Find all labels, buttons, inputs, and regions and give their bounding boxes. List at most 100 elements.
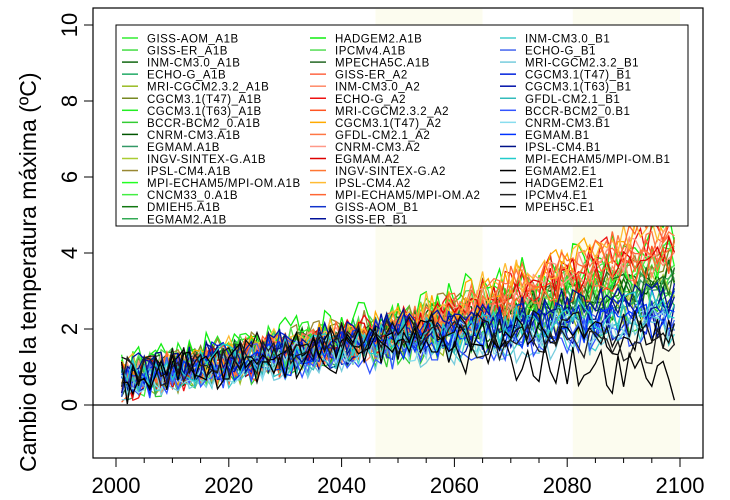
legend-item: GISS-AOM_A1B [122, 34, 239, 46]
legend-label: EGMAM.B1 [525, 130, 590, 142]
legend-item: CGCM3.1(T47)_A1B [122, 94, 262, 106]
legend-item: IPSL-CM4.B1 [500, 142, 601, 154]
legend-label: GFDL-CM2.1_B1 [525, 94, 620, 106]
legend-item: IPSL-CM4.A1B [122, 166, 231, 178]
legend-label: CGCM3.1(T63)_B1 [525, 82, 632, 94]
legend-item: ECHO-G_A2 [310, 94, 406, 106]
legend: GISS-AOM_A1BGISS-ER_A1BINM-CM3.0_A1BECHO… [115, 24, 689, 227]
series-line [121, 316, 676, 396]
y-tick-label: 4 [57, 247, 82, 259]
legend-item: INM-CM3.0_B1 [500, 34, 610, 46]
legend-item: HADGEM2.A1B [310, 34, 422, 46]
legend-label: HADGEM2.E1 [525, 178, 604, 190]
legend-label: GISS-AOM_B1 [335, 202, 418, 214]
legend-item: INGV-SINTEX-G.A2 [310, 166, 445, 178]
legend-item: EGMAM2.E1 [500, 166, 596, 178]
legend-label: CNRM-CM3.A2 [335, 142, 420, 154]
legend-item: MRI-CGCM2.3.2_B1 [500, 58, 639, 70]
legend-item: MPEH5C.E1 [500, 202, 595, 214]
series-line [121, 289, 675, 394]
legend-item: GISS-ER_B1 [310, 214, 408, 226]
legend-item: GFDL-CM2.1_B1 [500, 94, 620, 106]
legend-label: GISS-ER_B1 [335, 214, 408, 226]
legend-label: GFDL-CM2.1_A2 [335, 130, 430, 142]
legend-item: EGMAM.A1B [122, 142, 219, 154]
legend-item: GISS-ER_A2 [310, 70, 408, 82]
legend-item: HADGEM2.E1 [500, 178, 604, 190]
x-tick-label: 2000 [92, 473, 141, 498]
legend-label: IPCMv4.A1B [335, 46, 406, 58]
legend-label: GISS-AOM_A1B [147, 34, 239, 46]
series-line [120, 325, 676, 405]
x-tick-label: 2040 [317, 473, 366, 498]
legend-item: MPI-ECHAM5/MPI-OM.A2 [310, 190, 480, 202]
legend-item: MPI-ECHAM5/MPI-OM.A1B [122, 178, 301, 190]
legend-item: MPECHA5C.A1B [310, 58, 430, 70]
legend-label: MRI-CGCM2.3.2_A1B [147, 82, 269, 94]
legend-label: MPI-ECHAM5/MPI-OM.A1B [147, 178, 301, 190]
legend-item: INM-CM3.0_A1B [122, 58, 240, 70]
legend-label: MPECHA5C.A1B [335, 58, 430, 70]
legend-item: CNCM33_0.A1B [122, 190, 238, 202]
legend-item: CNRM-CM3.A1B [122, 130, 241, 142]
legend-item: BCCR-BCM2_0.B1 [500, 106, 630, 118]
legend-label: IPSL-CM4.A1B [147, 166, 231, 178]
legend-label: IPSL-CM4.A2 [335, 178, 411, 190]
y-tick-label: 6 [57, 171, 82, 183]
legend-box [115, 24, 689, 227]
legend-item: EGMAM.B1 [500, 130, 590, 142]
legend-item: EGMAM.A2 [310, 154, 399, 166]
y-axis-label: Cambio de la temperatura máxima (ºC) [15, 72, 41, 472]
x-axis: 2000 2020 2040 2060 2080 2100 [92, 458, 704, 498]
legend-item: IPSL-CM4.A2 [310, 178, 411, 190]
legend-label: CGCM3.1(T47)_B1 [525, 70, 632, 82]
legend-item: CGCM3.1(T63)_B1 [500, 82, 632, 94]
legend-label: ECHO-G_B1 [525, 46, 596, 58]
legend-item: BCCR-BCM2_0.A1B [122, 118, 261, 130]
legend-label: CNRM-CM3.A1B [147, 130, 241, 142]
legend-label: DMIEH5.A1B [147, 202, 220, 214]
y-tick-label: 0 [57, 399, 82, 411]
legend-item: IPCMv4.A1B [310, 46, 406, 58]
legend-item: CNRM-CM3.B1 [500, 118, 610, 130]
legend-item: MPI-ECHAM5/MPI-OM.B1 [500, 154, 670, 166]
legend-label: CGCM3.1(T63)_A1B [147, 106, 262, 118]
y-tick-label: 8 [57, 95, 82, 107]
x-tick-label: 2020 [204, 473, 253, 498]
legend-item: CGCM3.1(T47)_B1 [500, 70, 632, 82]
series-line [121, 303, 675, 397]
legend-item: GFDL-CM2.1_A2 [310, 130, 430, 142]
legend-label: INGV-SINTEX-G.A1B [147, 154, 266, 166]
legend-item: CGCM3.1(T47)_A2 [310, 118, 442, 130]
series-lines [120, 206, 676, 405]
legend-item: ECHO-G_A1B [122, 70, 226, 82]
legend-item: MRI-CGCM2.3.2_A2 [310, 106, 449, 118]
y-tick-label: 2 [57, 323, 82, 335]
legend-label: INM-CM3.0_A1B [147, 58, 240, 70]
legend-label: MPEH5C.E1 [525, 202, 595, 214]
legend-label: GISS-ER_A2 [335, 70, 408, 82]
legend-label: MRI-CGCM2.3.2_B1 [525, 58, 639, 70]
legend-label: BCCR-BCM2_0.A1B [147, 118, 261, 130]
legend-label: INM-CM3.0_B1 [525, 34, 610, 46]
legend-item: INGV-SINTEX-G.A1B [122, 154, 266, 166]
legend-label: MPI-ECHAM5/MPI-OM.B1 [525, 154, 670, 166]
legend-label: CGCM3.1(T47)_A2 [335, 118, 442, 130]
legend-item: INM-CM3.0_A2 [310, 82, 420, 94]
x-tick-label: 2060 [430, 473, 479, 498]
legend-item: ECHO-G_B1 [500, 46, 596, 58]
x-tick-label: 2080 [543, 473, 592, 498]
legend-label: CNRM-CM3.B1 [525, 118, 610, 130]
legend-item: EGMAM2.A1B [122, 214, 226, 226]
legend-label: MPI-ECHAM5/MPI-OM.A2 [335, 190, 480, 202]
legend-item: MRI-CGCM2.3.2_A1B [122, 82, 269, 94]
legend-label: ECHO-G_A2 [335, 94, 406, 106]
legend-label: ECHO-G_A1B [147, 70, 226, 82]
legend-label: IPSL-CM4.B1 [525, 142, 601, 154]
legend-item: CGCM3.1(T63)_A1B [122, 106, 262, 118]
legend-label: CGCM3.1(T47)_A1B [147, 94, 262, 106]
legend-label: INM-CM3.0_A2 [335, 82, 420, 94]
legend-item: IPCMv4.E1 [500, 190, 588, 202]
legend-label: IPCMv4.E1 [525, 190, 588, 202]
